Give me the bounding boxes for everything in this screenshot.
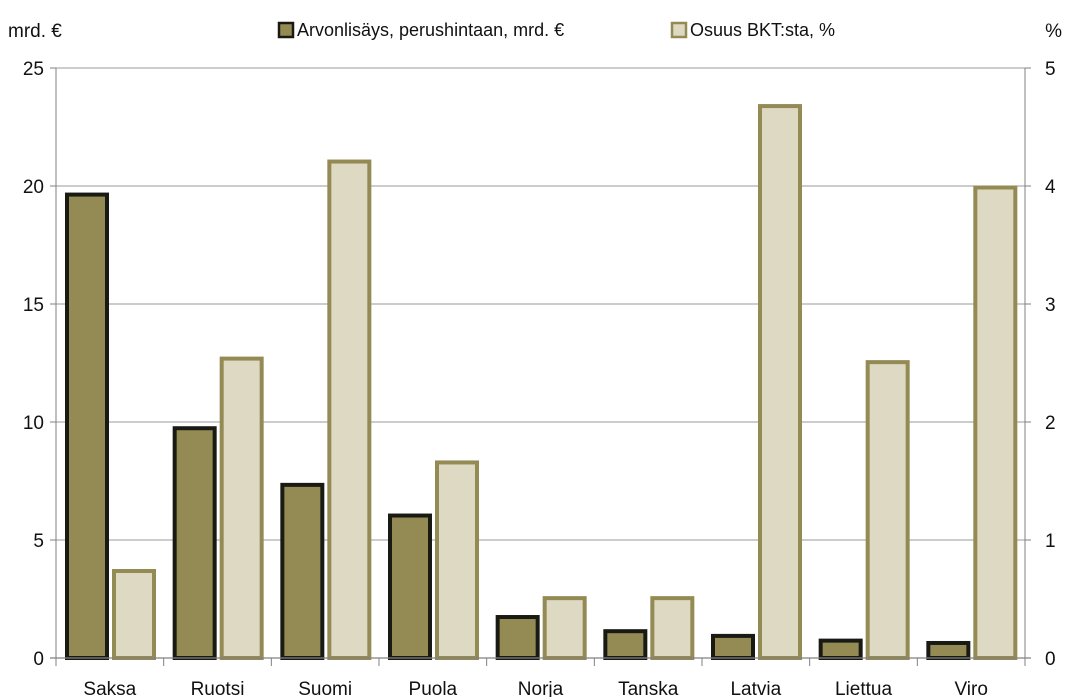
category-label-liettua: Liettua <box>835 679 892 697</box>
bar-gdp-share-viro <box>973 185 1018 660</box>
legend-label-value-added: Arvonlisäys, perushintaan, mrd. € <box>297 20 564 40</box>
y-left-tick-label: 10 <box>23 413 44 434</box>
y-right-tick-label: 0 <box>1045 649 1056 670</box>
y-right-unit: % <box>1045 21 1062 42</box>
bar-value-added-norja <box>495 615 540 661</box>
bar-gdp-share-liettua <box>865 360 910 660</box>
bar-gdp-share-puola <box>435 460 479 660</box>
category-label-latvia: Latvia <box>730 679 781 697</box>
category-label-puola: Puola <box>409 679 458 697</box>
bar-value-added-puola <box>388 513 432 660</box>
bar-gdp-share-norja <box>542 596 587 661</box>
legend-swatch-value-added <box>277 21 295 39</box>
category-label-viro: Viro <box>954 679 987 697</box>
bar-gdp-share-ruotsi <box>219 356 264 660</box>
category-label-saksa: Saksa <box>83 679 136 697</box>
y-right-tick-label: 3 <box>1045 295 1056 316</box>
y-left-unit: mrd. € <box>8 21 62 42</box>
bar-value-added-saksa <box>65 192 109 661</box>
bar-value-added-ruotsi <box>172 426 217 660</box>
legend: Arvonlisäys, perushintaan, mrd. € Osuus … <box>277 20 835 40</box>
y-left-tick-label: 20 <box>23 177 44 198</box>
tick-labels: 0 5 10 15 20 25 0 1 2 3 4 5 <box>23 59 1056 670</box>
y-left-tick-label: 5 <box>33 531 44 552</box>
y-right-tick-label: 4 <box>1045 177 1056 198</box>
bar-gdp-share-suomi <box>327 159 372 660</box>
bar-value-added-liettua <box>818 638 863 660</box>
bar-value-added-latvia <box>711 633 755 661</box>
category-label-ruotsi: Ruotsi <box>191 679 245 697</box>
y-left-tick-label: 0 <box>33 649 44 670</box>
bars <box>65 104 1018 661</box>
category-label-norja: Norja <box>518 679 564 697</box>
bar-value-added-suomi <box>280 482 325 660</box>
gridlines <box>56 67 1025 541</box>
category-label-suomi: Suomi <box>298 679 352 697</box>
bar-value-added-tanska <box>603 629 648 660</box>
y-right-tick-label: 2 <box>1045 413 1056 434</box>
legend-label-gdp-share: Osuus BKT:sta, % <box>690 20 835 40</box>
category-labels: Saksa Ruotsi Suomi Puola Norja Tanska Latvia Li… <box>83 679 987 697</box>
y-right-tick-label: 5 <box>1045 59 1056 80</box>
axes <box>50 67 1031 666</box>
y-left-tick-label: 15 <box>23 295 44 316</box>
bar-value-added-viro <box>926 640 971 660</box>
bar-gdp-share-tanska <box>650 596 695 661</box>
legend-swatch-gdp-share <box>670 21 688 39</box>
y-right-tick-label: 1 <box>1045 531 1056 552</box>
bar-gdp-share-latvia <box>758 104 802 660</box>
y-left-tick-label: 25 <box>23 59 44 80</box>
bar-gdp-share-saksa <box>112 569 156 660</box>
category-label-tanska: Tanska <box>618 679 679 697</box>
